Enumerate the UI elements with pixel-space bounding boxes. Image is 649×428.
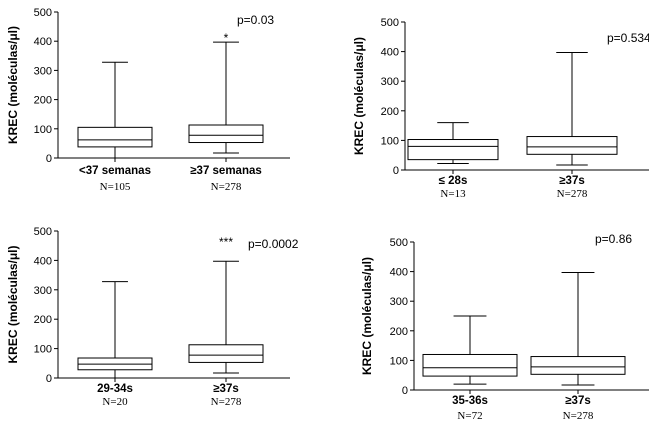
sample-size-label: N=105 <box>100 181 131 193</box>
y-tick-label: 400 <box>34 36 52 48</box>
iqr-box <box>407 139 499 161</box>
y-tick-label: 400 <box>34 255 52 267</box>
y-axis-label: KREC (moléculas/μl) <box>352 37 366 155</box>
y-tick-label: 300 <box>34 65 52 77</box>
y-axis-label: KREC (moléculas/μl) <box>6 26 20 144</box>
y-axis-label: KREC (moléculas/μl) <box>6 245 20 363</box>
category-label: ≥37s <box>559 175 585 187</box>
y-tick-label: 0 <box>46 153 52 165</box>
y-tick-label: 100 <box>34 344 52 356</box>
category-label: ≥37 semanas <box>190 165 262 177</box>
significance-marker: * <box>224 31 229 45</box>
sample-size-label: N=13 <box>440 188 466 200</box>
y-tick-label: 200 <box>34 95 52 107</box>
category-label: <37 semanas <box>79 165 151 177</box>
y-tick-label: 500 <box>381 17 399 29</box>
category-label: 29-34s <box>97 383 133 395</box>
y-tick-label: 200 <box>381 106 399 118</box>
y-tick-label: 500 <box>34 226 52 238</box>
iqr-box <box>77 126 153 148</box>
y-tick-label: 0 <box>393 165 399 177</box>
iqr-box <box>188 124 264 144</box>
y-tick-label: 500 <box>390 237 408 249</box>
y-tick-label: 300 <box>381 76 399 88</box>
y-tick-label: 300 <box>390 296 408 308</box>
category-label: ≥37s <box>213 383 239 395</box>
panel-29-34-vs-ge37: 0 100 200 300 400 500 KREC (moléculas/μl) p=0.0… <box>6 226 299 408</box>
iqr-box <box>530 356 626 375</box>
iqr-box <box>422 353 518 377</box>
y-tick-label: 100 <box>390 355 408 367</box>
y-tick-label: 400 <box>390 267 408 279</box>
category-label: 35-36s <box>452 395 488 407</box>
p-value-label: p=0.86 <box>595 232 632 246</box>
y-tick-label: 400 <box>381 47 399 59</box>
y-tick-label: 100 <box>34 124 52 136</box>
box-group: * ≥37 semanas N=278 <box>188 31 264 193</box>
y-tick-label: 100 <box>381 135 399 147</box>
y-tick-label: 300 <box>34 285 52 297</box>
panel-le28-vs-ge37: 0 100 200 300 400 500 KREC (moléculas/μl) p=0.5… <box>352 17 649 200</box>
sample-size-label: N=72 <box>457 410 482 422</box>
box-group: <37 semanas N=105 <box>77 61 153 193</box>
y-tick-label: 200 <box>390 326 408 338</box>
significance-marker: *** <box>219 235 233 249</box>
y-tick-label: 0 <box>402 385 408 397</box>
y-tick-label: 500 <box>34 7 52 19</box>
box-group: ≥37s N=278 <box>530 271 626 422</box>
p-value-label: p=0.0002 <box>248 237 299 251</box>
category-label: ≥37s <box>565 395 591 407</box>
category-label: ≤ 28s <box>439 175 468 187</box>
sample-size-label: N=278 <box>211 181 242 193</box>
y-axis-label: KREC (moléculas/μl) <box>360 257 374 375</box>
sample-size-label: N=278 <box>211 396 242 408</box>
y-tick-label: 0 <box>46 373 52 385</box>
panel-35-36-vs-ge37: 0 100 200 300 400 500 KREC (moléculas/μl) p=0.8… <box>360 232 649 422</box>
iqr-box <box>526 136 618 155</box>
sample-size-label: N=20 <box>102 396 128 408</box>
panel-lt37-vs-ge37: 0 100 200 300 400 500 KREC (moléculas/μl) p=0.0… <box>6 7 290 193</box>
p-value-label: p=0.534 <box>607 31 649 45</box>
sample-size-label: N=278 <box>557 188 588 200</box>
box-group: 35-36s N=72 <box>422 315 518 422</box>
p-value-label: p=0.03 <box>237 13 274 27</box>
iqr-box <box>188 344 264 363</box>
sample-size-label: N=278 <box>563 410 594 422</box>
y-tick-label: 200 <box>34 314 52 326</box>
